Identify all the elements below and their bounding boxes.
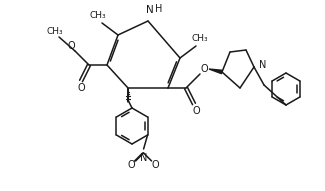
Text: N: N <box>146 5 154 15</box>
Text: O: O <box>200 64 208 74</box>
Text: O: O <box>128 160 136 170</box>
Text: N: N <box>140 153 147 163</box>
Polygon shape <box>209 69 222 74</box>
Text: CH₃: CH₃ <box>47 27 63 36</box>
Text: O: O <box>152 160 159 170</box>
Text: CH₃: CH₃ <box>192 33 208 43</box>
Text: N: N <box>259 60 266 70</box>
Text: CH₃: CH₃ <box>90 11 106 19</box>
Text: O: O <box>67 41 75 51</box>
Text: O: O <box>192 106 200 116</box>
Text: O: O <box>77 83 85 93</box>
Text: H: H <box>155 4 163 14</box>
